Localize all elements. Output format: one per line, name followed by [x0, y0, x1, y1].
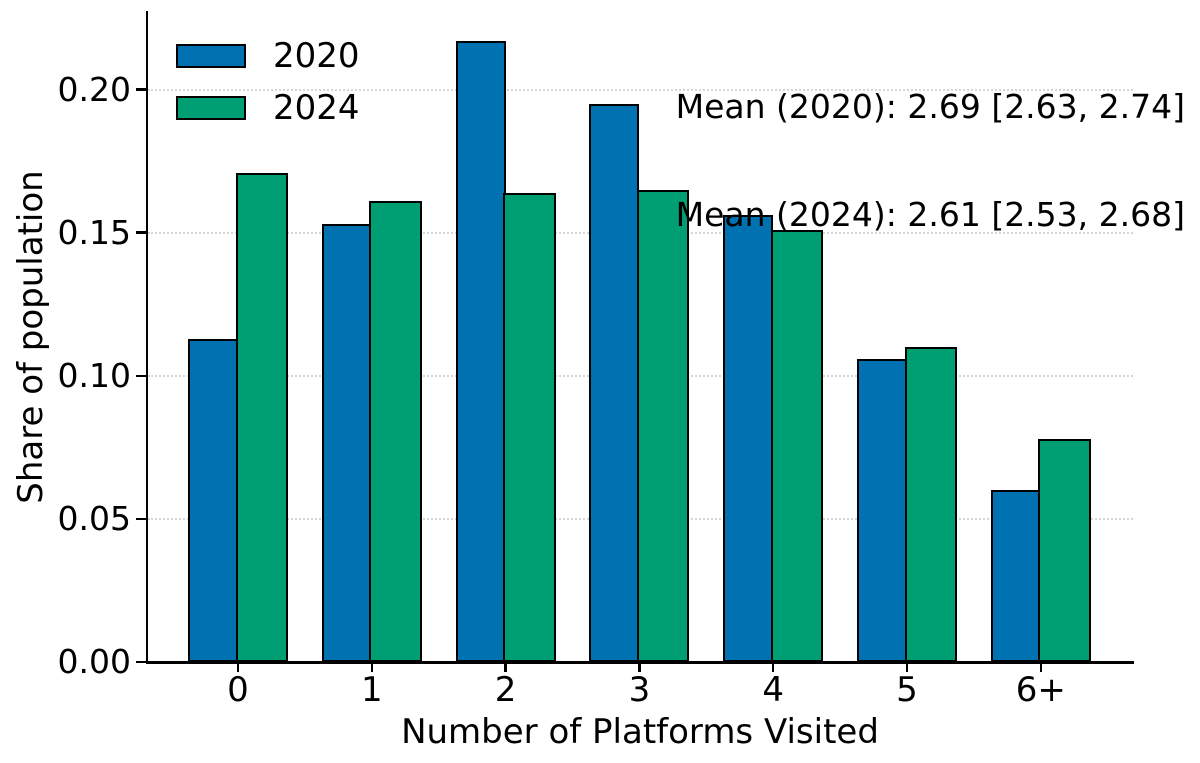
y-tick-label-0.10: 0.10 — [57, 355, 131, 395]
bar-2024-2 — [503, 192, 556, 662]
bar-2020-2 — [455, 40, 506, 662]
x-tick-mark-3 — [638, 662, 641, 672]
bar-2024-6+ — [1038, 438, 1091, 662]
x-tick-label-3: 3 — [628, 670, 651, 710]
gridline-0.20 — [148, 88, 1133, 91]
mean-annotation-line-2024: Mean (2024): 2.61 [2.53, 2.68] — [675, 195, 1185, 234]
bar-2024-0 — [235, 172, 288, 662]
x-tick-mark-1 — [370, 662, 374, 672]
y-tick-mark-0.15 — [136, 231, 146, 234]
bar-2020-1 — [321, 224, 372, 662]
x-tick-label-6+: 6+ — [1015, 670, 1066, 710]
bar-2024-5 — [904, 347, 957, 662]
y-axis-label: Share of population — [11, 170, 51, 504]
y-tick-mark-0.05 — [136, 517, 146, 521]
y-tick-mark-0.20 — [136, 88, 146, 91]
bar-2020-5 — [857, 358, 907, 662]
y-axis-spine — [145, 11, 148, 663]
x-tick-label-5: 5 — [896, 670, 918, 710]
mean-annotation: Mean (2020): 2.69 [2.63, 2.74] Mean (202… — [676, 17, 1185, 305]
legend-swatch-2024 — [176, 96, 246, 120]
y-tick-mark-0.00 — [136, 660, 146, 664]
y-tick-label-0.20: 0.20 — [57, 69, 131, 109]
bar-2024-3 — [636, 189, 690, 662]
bar-2024-4 — [770, 229, 824, 662]
x-tick-mark-0 — [236, 662, 240, 672]
x-tick-mark-2 — [504, 662, 507, 672]
x-tick-mark-6+ — [1039, 662, 1043, 672]
mean-annotation-line-2020: Mean (2020): 2.69 [2.63, 2.74] — [675, 87, 1185, 126]
legend-label-2024: 2024 — [273, 88, 360, 128]
x-tick-label-0: 0 — [227, 670, 249, 710]
x-axis-spine — [145, 661, 1134, 664]
bar-2024-1 — [369, 201, 422, 662]
y-tick-mark-0.10 — [136, 374, 146, 377]
y-tick-label-0.00: 0.00 — [57, 642, 131, 681]
y-tick-label-0.05: 0.05 — [57, 498, 131, 538]
x-tick-label-2: 2 — [494, 670, 517, 710]
legend-label-2020: 2020 — [273, 36, 360, 76]
y-tick-label-0.15: 0.15 — [57, 212, 131, 252]
x-axis-label: Number of Platforms Visited — [401, 712, 879, 752]
x-tick-mark-4 — [771, 662, 775, 672]
bar-2020-3 — [589, 103, 640, 662]
x-tick-mark-5 — [905, 662, 909, 672]
x-tick-label-4: 4 — [762, 670, 784, 710]
bar-2020-6+ — [990, 490, 1041, 662]
legend-swatch-2020 — [176, 44, 246, 68]
x-tick-label-1: 1 — [360, 670, 383, 710]
bar-2020-0 — [188, 338, 238, 662]
